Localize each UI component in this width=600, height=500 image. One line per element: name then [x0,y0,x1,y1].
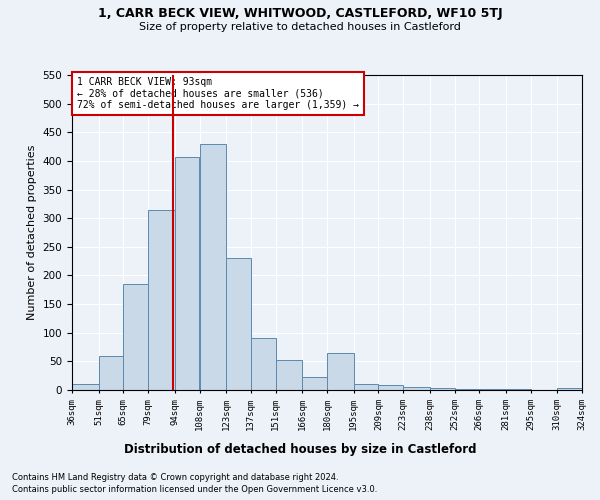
Bar [403,387,430,390]
Text: 1, CARR BECK VIEW, WHITWOOD, CASTLEFORD, WF10 5TJ: 1, CARR BECK VIEW, WHITWOOD, CASTLEFORD,… [98,8,502,20]
Text: Contains public sector information licensed under the Open Government Licence v3: Contains public sector information licen… [12,485,377,494]
Bar [327,353,353,390]
Bar [72,384,98,390]
Text: Size of property relative to detached houses in Castleford: Size of property relative to detached ho… [139,22,461,32]
Bar [124,284,148,390]
Bar [275,360,302,390]
Bar [557,388,582,390]
Y-axis label: Number of detached properties: Number of detached properties [27,145,37,320]
Bar [175,157,199,390]
Bar [302,378,327,390]
Bar [430,388,455,390]
Bar [379,386,403,390]
Bar [148,210,175,390]
Bar [251,338,275,390]
Text: 1 CARR BECK VIEW: 93sqm
← 28% of detached houses are smaller (536)
72% of semi-d: 1 CARR BECK VIEW: 93sqm ← 28% of detache… [77,76,359,110]
Bar [98,356,124,390]
Bar [226,258,251,390]
Bar [353,384,379,390]
Bar [199,144,226,390]
Text: Contains HM Land Registry data © Crown copyright and database right 2024.: Contains HM Land Registry data © Crown c… [12,472,338,482]
Text: Distribution of detached houses by size in Castleford: Distribution of detached houses by size … [124,442,476,456]
